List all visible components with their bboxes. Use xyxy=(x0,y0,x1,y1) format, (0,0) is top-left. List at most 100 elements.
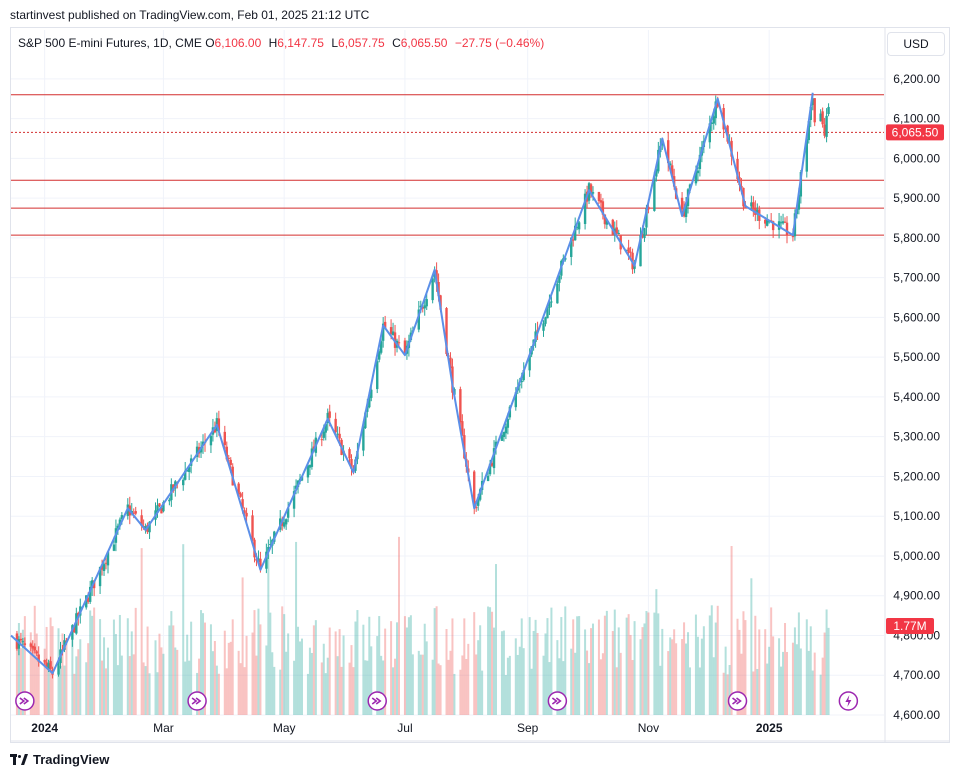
price-tick-label: 5,600.00 xyxy=(893,310,940,324)
volume-bar xyxy=(251,632,254,715)
volume-bar xyxy=(463,618,466,715)
volume-bar xyxy=(536,633,539,715)
volume-bar xyxy=(669,637,672,715)
candle-body xyxy=(19,638,23,641)
price-tick-label: 6,000.00 xyxy=(893,151,940,165)
volume-bar xyxy=(328,627,331,715)
volume-bar xyxy=(530,668,533,715)
volume-bar xyxy=(564,606,567,715)
price-tick-label: 5,700.00 xyxy=(893,271,940,285)
price-tick-label: 4,900.00 xyxy=(893,589,940,603)
volume-bar xyxy=(740,653,743,715)
volume-bar xyxy=(461,655,464,715)
volume-bar xyxy=(576,616,579,715)
volume-bar xyxy=(99,619,102,715)
volume-bar xyxy=(293,660,296,715)
candle-body xyxy=(473,471,476,507)
volume-bar xyxy=(223,630,226,715)
candle-body xyxy=(572,239,575,241)
volume-bar xyxy=(269,612,272,715)
candle-body xyxy=(322,431,325,438)
volume-bar xyxy=(253,610,256,715)
currency-button[interactable]: USD xyxy=(887,32,945,56)
volume-bar xyxy=(200,610,203,715)
candle-body xyxy=(294,485,298,489)
volume-bar xyxy=(578,616,581,715)
change-value: −27.75 (−0.46%) xyxy=(454,36,545,50)
volume-bar xyxy=(570,648,573,715)
volume-bar xyxy=(653,612,656,715)
candle-body xyxy=(546,307,549,319)
candle-body xyxy=(821,111,824,125)
candle-body xyxy=(449,357,452,369)
volume-bar xyxy=(114,634,117,715)
volume-bar xyxy=(453,673,456,715)
volume-bar xyxy=(322,643,325,715)
volume-bar xyxy=(520,618,523,715)
candle-body xyxy=(98,566,102,587)
candle-body xyxy=(168,499,171,502)
candle-body xyxy=(712,116,715,124)
volume-bar xyxy=(574,652,577,715)
volume-bar xyxy=(744,620,747,715)
candle-body xyxy=(617,232,620,235)
volume-bar xyxy=(518,646,521,715)
candle-body xyxy=(805,139,808,172)
candle-body xyxy=(225,446,228,460)
candle-body xyxy=(267,546,270,553)
volume-bar xyxy=(85,662,88,715)
volume-bar xyxy=(615,667,618,715)
volume-bar xyxy=(87,643,90,715)
volume-bar xyxy=(174,647,177,715)
volume-bar xyxy=(522,648,525,715)
volume-bar xyxy=(142,662,145,715)
volume-bar xyxy=(79,639,82,715)
candle-body xyxy=(49,661,52,669)
candle-body xyxy=(269,544,272,546)
candle-body xyxy=(158,503,161,507)
volume-bar xyxy=(451,618,454,715)
volume-bar xyxy=(126,618,129,715)
symbol-legend: S&P 500 E-mini Futures, 1D, CME O6,106.0… xyxy=(18,36,548,50)
candle-body xyxy=(797,194,801,210)
price-tick-label: 5,200.00 xyxy=(893,469,940,483)
volume-bar xyxy=(394,658,397,715)
volume-bar xyxy=(148,673,151,715)
volume-bar xyxy=(227,642,230,715)
candle-body xyxy=(528,355,531,371)
volume-bar xyxy=(772,636,775,715)
candle-body xyxy=(459,389,462,423)
candle-body xyxy=(558,275,561,283)
volume-bar xyxy=(354,621,357,715)
volume-bar xyxy=(190,621,193,715)
tradingview-brand: TradingView xyxy=(10,752,109,767)
candle-body xyxy=(376,361,379,390)
volume-bar xyxy=(681,639,684,715)
candle-body xyxy=(583,193,587,224)
candle-body xyxy=(601,201,605,215)
candle-body xyxy=(669,163,672,166)
candle-body xyxy=(520,380,523,383)
candle-body xyxy=(282,522,286,527)
price-tick-label: 5,800.00 xyxy=(893,231,940,245)
candle-body xyxy=(629,251,632,253)
candle-body xyxy=(627,247,630,253)
volume-bar xyxy=(15,640,18,715)
volume-bar xyxy=(204,622,206,715)
volume-bar xyxy=(156,672,159,715)
volume-bar xyxy=(504,674,507,715)
candle-body xyxy=(771,221,775,231)
price-tick-label: 5,300.00 xyxy=(893,430,940,444)
volume-bar xyxy=(188,660,191,715)
volume-bar xyxy=(627,614,630,715)
arrow-glyph xyxy=(191,697,202,705)
time-tick-label: Mar xyxy=(153,721,174,735)
volume-badge xyxy=(886,618,934,634)
volume-bar xyxy=(431,659,434,715)
volume-bar xyxy=(336,656,339,715)
volume-bar xyxy=(364,660,367,715)
volume-bar xyxy=(71,633,74,715)
volume-bar xyxy=(584,629,587,715)
volume-bar xyxy=(708,615,711,715)
